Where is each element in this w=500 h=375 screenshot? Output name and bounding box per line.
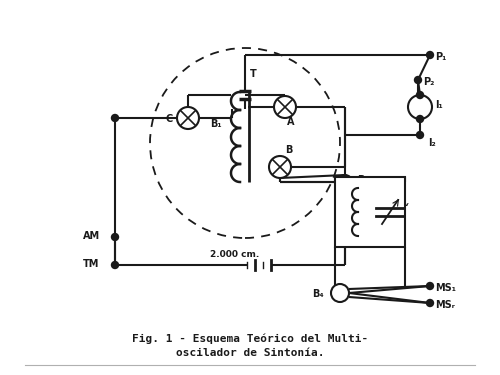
Circle shape [177, 107, 199, 129]
Circle shape [426, 51, 434, 58]
Text: TM: TM [83, 259, 100, 269]
Circle shape [426, 300, 434, 306]
Text: T: T [250, 69, 257, 79]
Text: I₂: I₂ [428, 138, 436, 148]
Circle shape [112, 114, 118, 122]
Circle shape [416, 132, 424, 138]
Text: P₂: P₂ [423, 77, 434, 87]
Circle shape [426, 282, 434, 290]
Circle shape [331, 284, 349, 302]
Text: A: A [287, 117, 294, 127]
Circle shape [269, 156, 291, 178]
Circle shape [338, 175, 352, 189]
Circle shape [416, 116, 424, 123]
Text: MSᵣ: MSᵣ [435, 300, 455, 310]
Circle shape [274, 96, 296, 118]
Text: B₁: B₁ [210, 119, 222, 129]
Text: P₁: P₁ [435, 52, 446, 62]
Text: MS₁: MS₁ [435, 283, 456, 293]
Circle shape [414, 76, 422, 84]
Circle shape [408, 95, 432, 119]
Text: Fig. 1 - Esquema Teórico del Multi-: Fig. 1 - Esquema Teórico del Multi- [132, 334, 368, 344]
Text: C: C [166, 114, 173, 124]
Text: B: B [285, 145, 292, 155]
Text: AM: AM [83, 231, 100, 241]
Text: B₂: B₂ [357, 175, 368, 185]
Circle shape [416, 92, 424, 99]
Text: oscilador de Sintonía.: oscilador de Sintonía. [176, 348, 324, 358]
Text: I₁: I₁ [435, 100, 443, 110]
Text: 2.000 cm.: 2.000 cm. [210, 250, 259, 259]
Circle shape [112, 234, 118, 240]
Text: B₄: B₄ [312, 289, 324, 299]
Circle shape [112, 261, 118, 268]
Text: Cᵥ: Cᵥ [398, 198, 410, 208]
Bar [335, 177, 405, 247]
Text: B₃: B₃ [335, 196, 346, 206]
